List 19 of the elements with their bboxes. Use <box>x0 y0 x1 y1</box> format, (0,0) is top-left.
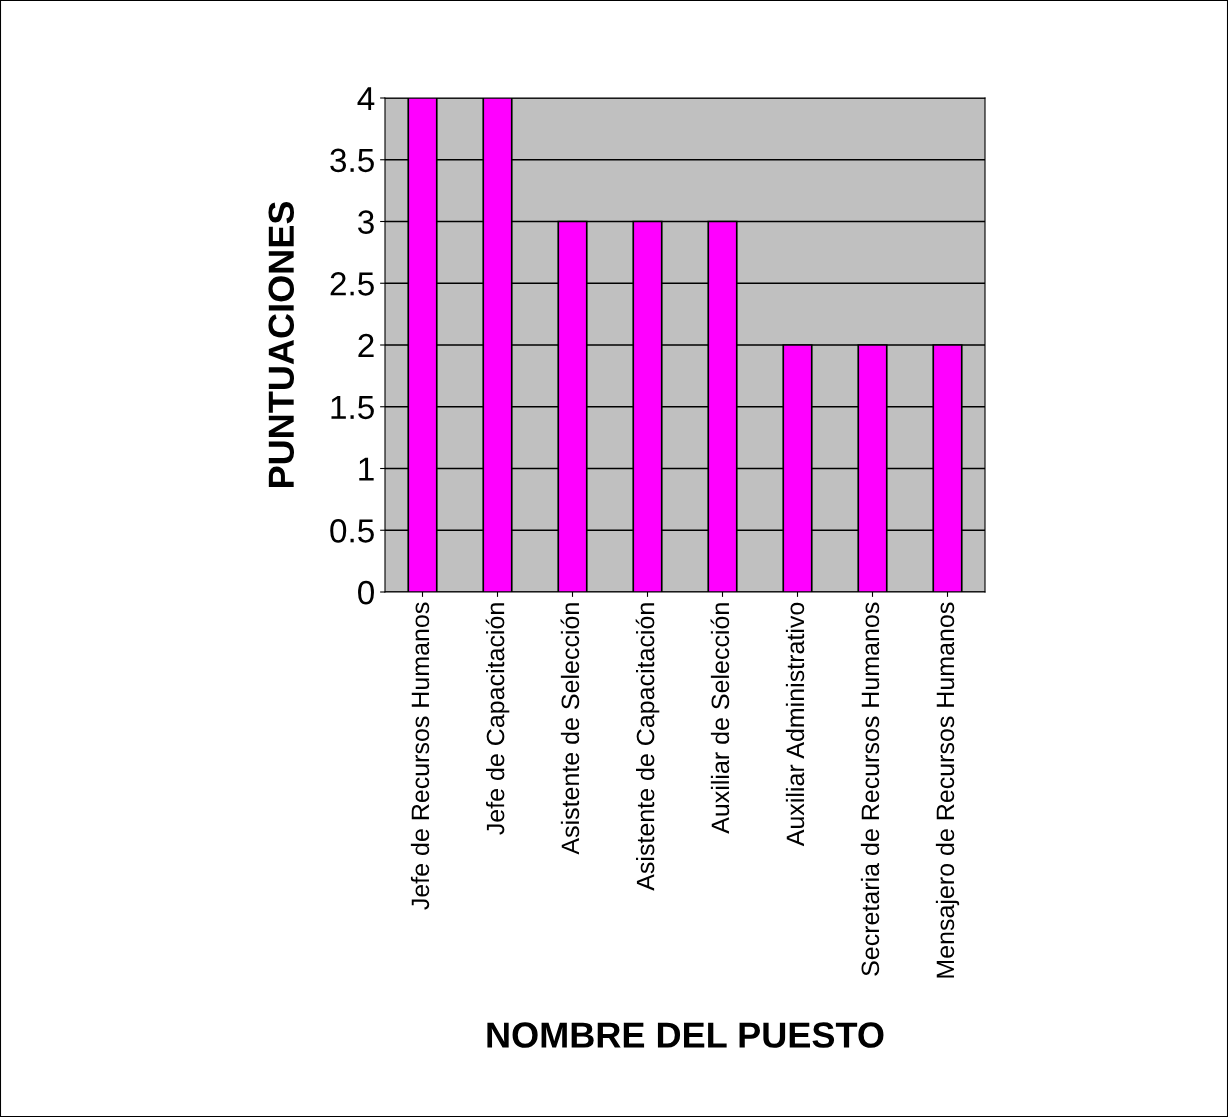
x-axis-title: NOMBRE DEL PUESTO <box>487 1022 884 1048</box>
x-tick-label: Auxiliar de Selección <box>710 603 730 834</box>
x-tick-label: Asistente de Selección <box>560 603 580 855</box>
x-tick-label: Secretaria de Recursos Humanos <box>860 602 880 976</box>
y-tick-label: 0.5 <box>330 519 374 543</box>
x-tick-label: Jefe de Capacitación <box>485 603 510 835</box>
x-tick-label: Mensajero de Recursos Humanos <box>935 602 960 978</box>
x-tick-label: Jefe de Recursos Humanos <box>410 602 430 910</box>
y-tick-label: 2 <box>358 333 374 358</box>
y-tick-label: 1.5 <box>331 395 374 420</box>
y-tick-label: 0 <box>358 580 374 605</box>
x-tick-label: Auxiliar Administrativo <box>785 602 805 847</box>
x-tick-label: Asistente de Capacitación <box>635 603 660 891</box>
y-tick-label: 1 <box>359 457 374 481</box>
y-tick-label: 3 <box>358 210 374 234</box>
y-tick-label: 4 <box>357 87 375 111</box>
y-tick-label: 3.5 <box>330 148 374 173</box>
y-tick-label: 2.5 <box>330 272 374 296</box>
y-axis-title: PUNTUACIONES <box>268 201 295 488</box>
